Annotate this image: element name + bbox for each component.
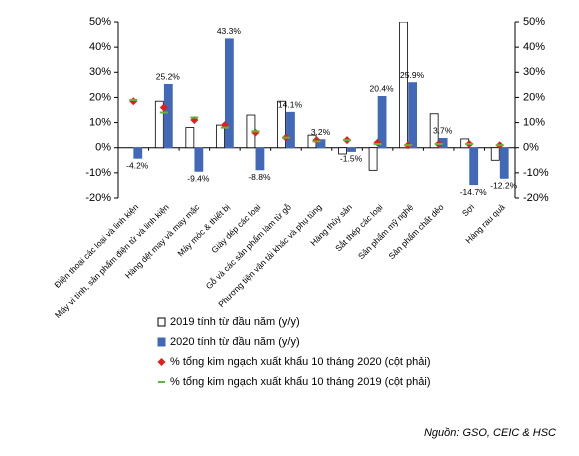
bar: [347, 147, 356, 152]
y2-tick-label: 20%: [523, 91, 545, 103]
marker-diamond: [129, 97, 138, 106]
x-tick-label: Sản phẩm chất dẻo: [386, 202, 445, 261]
bar: [133, 147, 143, 159]
x-tick-label: Sợi: [460, 202, 476, 218]
y2-tick-label: 40%: [523, 41, 545, 53]
data-label: -12.2%: [490, 181, 517, 191]
data-label: 25.2%: [156, 72, 181, 82]
bar: [338, 147, 347, 155]
y2-tick-label: 30%: [523, 66, 545, 78]
legend-swatch: [157, 317, 166, 327]
legend-label: 2020 tính từ đầu năm (y/y): [170, 336, 300, 348]
legend-swatch: [157, 358, 166, 366]
y2-tick-label: 50%: [523, 16, 545, 28]
y2-tick-label: -20%: [523, 192, 549, 204]
data-label: 43.3%: [217, 26, 242, 36]
y2-tick-label: 0%: [523, 142, 539, 154]
bar: [154, 100, 164, 149]
legend-label: 2019 tính từ đầu năm (y/y): [170, 316, 300, 328]
data-label: 20.4%: [370, 84, 395, 94]
x-tick-label: Máy móc & thiết bị: [175, 202, 232, 259]
data-label: -1.5%: [340, 154, 363, 164]
bar: [215, 124, 225, 149]
bar: [399, 22, 409, 149]
y-tick-label: -20%: [85, 192, 111, 204]
data-label: 3.2%: [311, 127, 331, 137]
y-tick-label: 30%: [89, 66, 111, 78]
y-tick-label: 10%: [89, 116, 111, 128]
bar: [277, 100, 286, 149]
bar: [469, 147, 479, 186]
bar: [316, 139, 326, 149]
y-tick-label: 20%: [89, 91, 111, 103]
data-label: -4.2%: [126, 161, 149, 171]
x-tick-label: Máy vi tính, sản phẩm điện tử và linh ki…: [53, 202, 171, 320]
source-note: Nguồn: GSO, CEIC & HSC: [424, 427, 556, 439]
bar: [286, 111, 295, 149]
y-tick-label: 0%: [95, 142, 111, 154]
data-label: -14.7%: [460, 187, 487, 197]
bar: [490, 147, 500, 161]
y2-tick-label: 10%: [523, 116, 545, 128]
y-tick-label: 50%: [89, 16, 111, 28]
data-label: 3.7%: [433, 126, 453, 136]
legend-label: % tổng kim ngạch xuất khẩu 10 tháng 2019…: [170, 376, 431, 388]
bar: [224, 38, 234, 149]
y2-tick-label: -10%: [523, 167, 549, 179]
bar: [163, 83, 173, 149]
data-label: -8.8%: [248, 172, 271, 182]
data-label: 25.9%: [400, 70, 425, 80]
marker-diamond: [159, 103, 168, 112]
y-tick-label: 40%: [89, 41, 111, 53]
bar: [408, 82, 418, 149]
bar: [194, 147, 204, 172]
bar: [368, 147, 378, 171]
x-tick-label: Sản phẩm mỹ nghệ: [356, 202, 415, 261]
legend-swatch: [157, 337, 166, 347]
bar: [429, 113, 439, 149]
bar: [377, 96, 387, 149]
bar: [499, 147, 509, 179]
y-tick-label: -10%: [85, 167, 111, 179]
bar: [255, 147, 265, 171]
data-label: 14.1%: [278, 100, 303, 110]
bar: [185, 127, 195, 149]
data-label: -9.4%: [187, 174, 210, 184]
legend-label: % tổng kim ngạch xuất khẩu 10 tháng 2020…: [170, 356, 431, 368]
